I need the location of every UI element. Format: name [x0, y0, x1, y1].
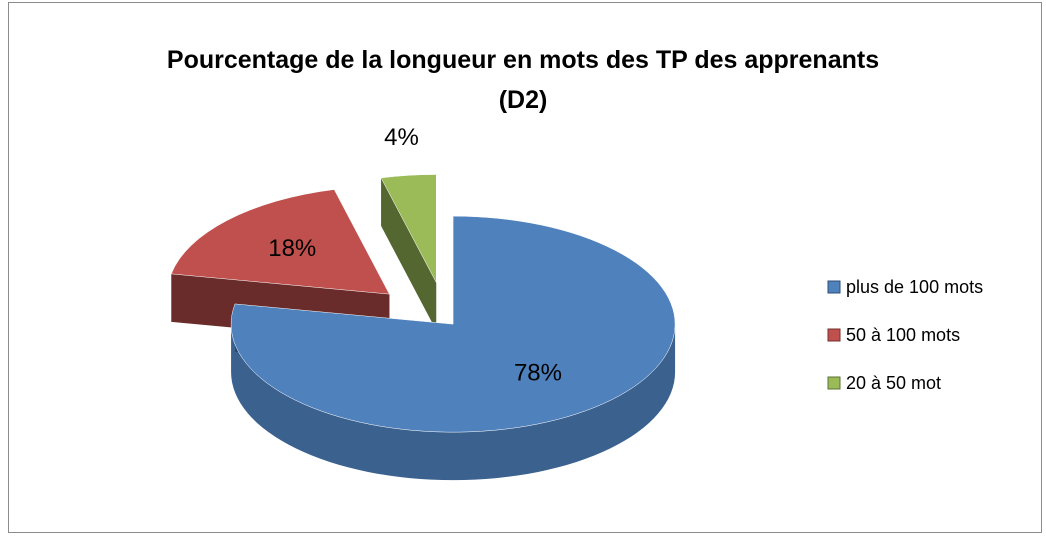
slice-side — [231, 324, 676, 481]
chart-title: Pourcentage de la longueur en mots des T… — [166, 46, 880, 114]
data-label: 78% — [514, 359, 562, 386]
pie-slice — [170, 189, 390, 295]
legend-label: 20 à 50 mot — [846, 373, 941, 393]
legend-swatch — [827, 376, 841, 390]
data-label: 18% — [268, 235, 316, 262]
legend-swatch — [827, 328, 841, 342]
pie-slice-group — [380, 174, 437, 331]
legend-swatch — [827, 280, 841, 294]
legend-label: plus de 100 mots — [846, 277, 983, 297]
chart-frame — [8, 2, 1042, 533]
legend-label: 50 à 100 mots — [846, 325, 960, 345]
pie-slice — [380, 174, 437, 283]
pie-slice — [230, 215, 676, 433]
data-label: 4% — [384, 124, 419, 151]
pie-slice-group — [230, 215, 676, 481]
slice-edge — [381, 177, 437, 331]
